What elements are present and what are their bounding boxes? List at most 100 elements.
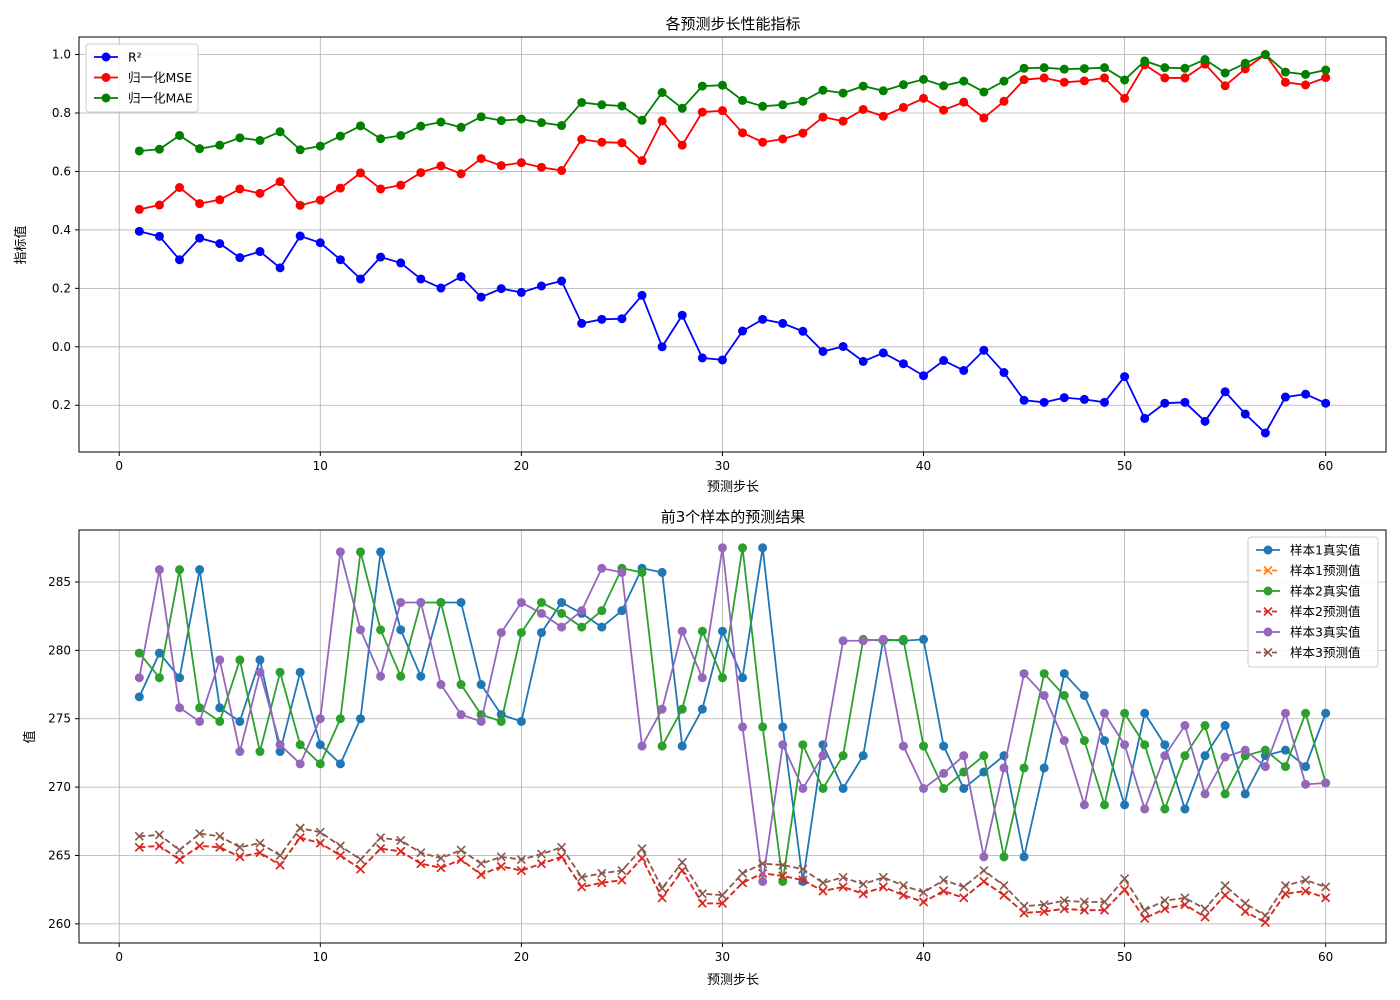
data-point	[919, 634, 929, 644]
legend-marker	[1263, 565, 1273, 576]
data-point	[818, 783, 828, 793]
data-point	[1160, 740, 1170, 750]
x-tick-label: 60	[1318, 950, 1333, 964]
data-point	[758, 314, 768, 324]
data-point	[858, 104, 868, 114]
data-point	[1280, 392, 1290, 402]
data-point	[1220, 68, 1230, 78]
data-point	[496, 861, 506, 871]
data-point	[376, 625, 386, 635]
data-point	[778, 860, 788, 870]
data-point	[878, 111, 888, 121]
data-point	[1160, 751, 1170, 761]
data-point	[577, 97, 587, 107]
data-point	[1079, 897, 1089, 907]
data-point	[456, 272, 466, 282]
data-point	[416, 274, 426, 284]
data-point	[1240, 745, 1250, 755]
data-point	[898, 741, 908, 751]
data-point	[1099, 800, 1109, 810]
data-point	[536, 281, 546, 291]
legend-marker	[1263, 647, 1273, 658]
data-point	[134, 226, 144, 236]
data-point	[717, 673, 727, 683]
data-point	[255, 848, 265, 858]
data-point	[1120, 800, 1130, 810]
data-point	[697, 626, 707, 636]
data-point	[717, 898, 728, 908]
data-point	[737, 868, 748, 878]
data-point	[577, 318, 587, 328]
data-point	[175, 703, 185, 713]
data-point	[1039, 63, 1049, 73]
data-point	[919, 74, 929, 84]
data-point	[677, 310, 687, 320]
data-point	[476, 154, 486, 164]
data-point	[1140, 708, 1150, 718]
legend-marker	[101, 93, 111, 103]
data-point	[1321, 893, 1331, 903]
series-1	[134, 226, 1331, 438]
data-point	[315, 141, 325, 151]
data-point	[496, 716, 506, 726]
data-point	[436, 863, 446, 873]
data-point	[557, 852, 567, 862]
data-point	[516, 865, 526, 876]
legend-marker	[1263, 586, 1273, 596]
data-point	[878, 86, 888, 96]
data-point	[838, 116, 848, 126]
data-point	[1200, 904, 1210, 914]
y-tick-label: 270	[48, 780, 71, 794]
data-point	[959, 751, 969, 761]
legend-entry: R²	[94, 50, 142, 65]
data-point	[1220, 890, 1230, 900]
data-point	[436, 117, 446, 127]
data-point	[737, 878, 748, 888]
data-point	[315, 714, 325, 724]
data-point	[1321, 398, 1331, 408]
data-point	[999, 880, 1009, 891]
data-point	[557, 608, 567, 618]
data-point	[315, 740, 325, 750]
data-point	[1059, 64, 1069, 74]
data-point	[637, 156, 647, 166]
data-point	[195, 829, 205, 839]
data-point	[717, 626, 727, 636]
data-point	[195, 565, 205, 575]
data-point	[939, 741, 949, 751]
data-point	[275, 850, 285, 861]
x-tick-label: 20	[514, 459, 529, 473]
data-point	[939, 768, 949, 778]
data-point	[1180, 751, 1190, 761]
data-point	[376, 671, 386, 681]
legend-entry: 样本3预测值	[1256, 645, 1360, 660]
data-point	[999, 852, 1009, 862]
data-point	[697, 673, 707, 683]
data-point	[617, 865, 627, 876]
data-point	[154, 200, 164, 210]
legend-entry: 归一化MSE	[94, 70, 192, 85]
data-point	[476, 112, 486, 122]
data-point	[154, 144, 164, 154]
data-point	[134, 831, 144, 841]
data-point	[195, 841, 205, 851]
data-point	[1260, 911, 1270, 921]
data-point	[1180, 900, 1190, 910]
data-point	[154, 648, 164, 658]
data-point	[416, 597, 426, 607]
data-point	[999, 96, 1009, 106]
data-point	[275, 740, 285, 750]
data-point	[1180, 804, 1190, 814]
data-point	[536, 628, 546, 638]
data-point	[677, 704, 687, 714]
data-point	[1140, 740, 1150, 750]
legend-entry: 样本1真实值	[1256, 543, 1360, 558]
data-point	[215, 195, 225, 205]
series-2	[134, 50, 1331, 214]
data-point	[1099, 897, 1110, 907]
data-point	[657, 741, 667, 751]
data-point	[175, 255, 185, 265]
data-point	[1301, 80, 1311, 90]
data-point	[597, 563, 607, 573]
data-point	[1321, 708, 1331, 718]
